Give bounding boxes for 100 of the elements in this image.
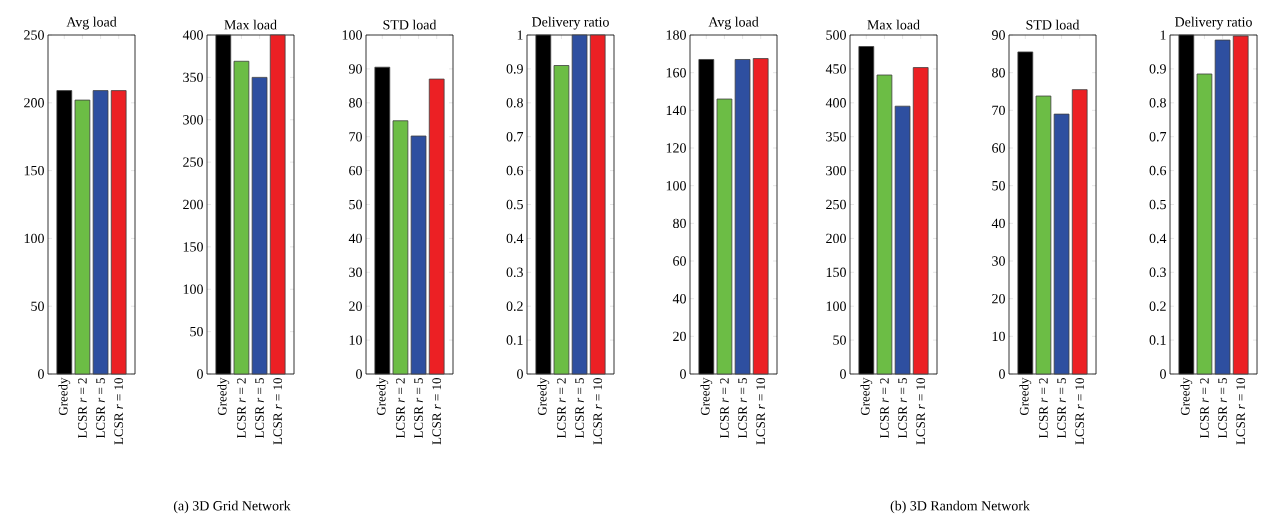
y-tick-label: 0.4	[1149, 233, 1167, 244]
y-tick-label: 150	[826, 267, 846, 278]
y-tick-label: 180	[666, 30, 686, 40]
x-tick-label: Greedy	[537, 377, 550, 416]
y-tick-label: 450	[825, 64, 846, 74]
y-tick-label: 400	[825, 98, 846, 108]
y-tick-label: 20	[992, 293, 1005, 304]
x-tick-label: LCSR r = 5	[414, 378, 423, 439]
y-tick-label: 0.3	[506, 267, 523, 278]
chart-title: Avg load	[66, 16, 117, 30]
chart-title: STD load	[1026, 19, 1080, 30]
y-tick-label: 100	[183, 284, 203, 294]
x-tick-label: LCSR r = 2	[557, 378, 566, 439]
y-tick-label: 40	[672, 293, 686, 304]
x-tick-label: LCSR r = 5	[96, 378, 105, 439]
x-tick-label: LCSR r = 5	[1218, 378, 1227, 439]
y-tick-label: 40	[991, 218, 1005, 229]
y-tick-label: 0.7	[506, 131, 524, 142]
x-tick-label: LCSR r = 5	[255, 378, 264, 439]
y-tick-label: 400	[182, 30, 203, 40]
x-tick-label: LCSR r = 10	[432, 378, 442, 445]
y-tick-label: 0	[356, 369, 362, 379]
y-tick-label: 0	[197, 369, 203, 379]
y-tick-label: 0	[1160, 369, 1166, 379]
y-tick-label: 250	[826, 199, 846, 210]
y-tick-label: 50	[190, 326, 203, 337]
x-tick-label: Greedy	[1019, 377, 1032, 416]
bar	[912, 67, 929, 375]
x-tick-label: LCSR r = 2	[1039, 378, 1048, 439]
x-tick-label: LCSR r = 10	[1075, 378, 1085, 445]
chart-title: Delivery ratio	[531, 16, 609, 30]
y-tick-label: 160	[666, 67, 686, 78]
y-tick-label: 250	[24, 30, 44, 40]
y-tick-label: 50	[833, 335, 846, 345]
y-tick-label: 70	[349, 131, 362, 142]
chart-title: Avg load	[708, 16, 759, 30]
y-tick-label: 250	[183, 157, 203, 167]
y-tick-label: 0.4	[506, 233, 524, 244]
bar	[428, 78, 445, 375]
y-tick-label: 120	[666, 143, 686, 153]
x-tick-label: Greedy	[700, 377, 713, 416]
x-tick-label: LCSR r = 10	[593, 378, 603, 445]
y-tick-label: 0.6	[506, 165, 524, 176]
y-tick-label: 100	[24, 233, 44, 244]
y-tick-label: 0.8	[1149, 98, 1166, 108]
y-tick-label: 0	[999, 369, 1005, 379]
y-tick-label: 50	[992, 180, 1005, 191]
y-tick-label: 60	[673, 256, 686, 266]
x-tick-label: LCSR r = 2	[396, 378, 405, 439]
y-tick-label: 0	[840, 369, 846, 379]
bar	[1232, 35, 1249, 375]
y-tick-label: 50	[349, 199, 362, 210]
y-tick-label: 20	[349, 301, 362, 311]
y-tick-label: 80	[673, 218, 686, 229]
x-tick-label: LCSR r = 10	[114, 378, 124, 445]
x-tick-label: LCSR r = 2	[237, 378, 246, 439]
y-tick-label: 80	[992, 67, 1005, 78]
y-tick-label: 0.5	[506, 199, 523, 210]
y-tick-label: 150	[183, 242, 203, 252]
y-tick-label: 20	[673, 331, 686, 342]
y-tick-label: 350	[183, 72, 203, 83]
y-tick-label: 60	[992, 143, 1005, 153]
bar	[269, 34, 286, 375]
y-tick-label: 100	[342, 30, 362, 40]
y-tick-label: 1	[517, 30, 523, 40]
bar	[1071, 89, 1088, 375]
y-tick-label: 0.7	[1149, 131, 1167, 142]
text: (b) 3D Random Network	[890, 500, 1030, 514]
x-tick-label: LCSR r = 5	[1057, 378, 1066, 439]
y-tick-label: 0.9	[1149, 64, 1166, 74]
chart-title: Delivery ratio	[1175, 16, 1252, 30]
y-tick-label: 90	[348, 64, 362, 74]
y-tick-label: 0	[680, 369, 686, 379]
y-tick-label: 0.2	[506, 301, 523, 311]
y-tick-label: 300	[826, 165, 846, 176]
x-tick-label: LCSR r = 10	[756, 378, 766, 445]
y-tick-label: 0	[517, 369, 523, 379]
x-tick-label: Greedy	[860, 377, 873, 416]
y-tick-label: 0.2	[1149, 301, 1166, 311]
y-tick-label: 0.8	[506, 98, 523, 108]
y-tick-label: 80	[349, 98, 362, 108]
y-tick-label: 140	[666, 105, 686, 116]
x-tick-label: Greedy	[376, 377, 389, 416]
y-tick-label: 200	[24, 98, 44, 108]
y-tick-label: 100	[826, 301, 846, 311]
y-tick-label: 0.5	[1149, 199, 1166, 210]
y-tick-label: 0.3	[1149, 267, 1166, 278]
y-tick-label: 90	[992, 30, 1005, 40]
y-tick-label: 200	[183, 199, 203, 210]
x-tick-label: Greedy	[58, 377, 71, 416]
y-tick-label: 10	[349, 335, 362, 345]
y-tick-label: 40	[348, 233, 362, 244]
y-tick-label: 150	[24, 165, 44, 176]
x-tick-label: Greedy	[1180, 377, 1193, 416]
x-tick-label: LCSR r = 2	[720, 378, 729, 439]
y-tick-label: 100	[666, 180, 686, 191]
y-tick-label: 200	[826, 233, 846, 244]
text: (a) 3D Grid Network	[173, 500, 291, 514]
chart-title: Max load	[224, 19, 277, 30]
y-tick-label: 350	[826, 131, 846, 142]
